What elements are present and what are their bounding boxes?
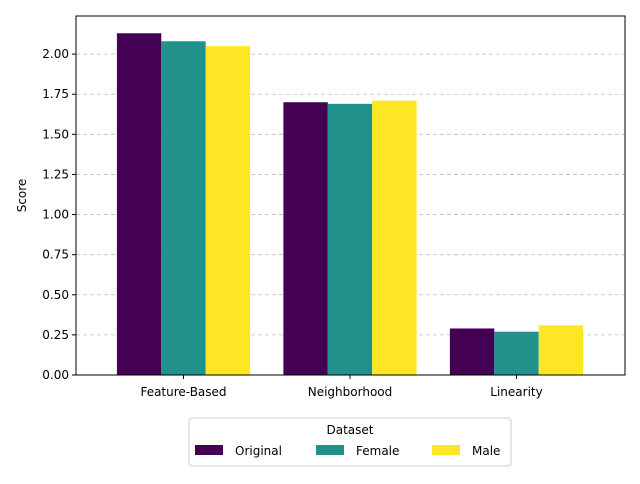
bar-original-0 — [116, 33, 162, 375]
bar-original-2 — [449, 328, 495, 375]
x-tick-label: Neighborhood — [308, 385, 393, 399]
bar-male-2 — [538, 325, 584, 375]
legend-swatch-original — [195, 445, 223, 455]
bars — [116, 33, 584, 376]
y-axis: 0.00 0.25 0.50 0.75 1.00 1.25 1.50 1.75 2.00 — [42, 47, 76, 382]
x-axis: Feature-Based Neighborhood Linearity — [140, 375, 543, 399]
bar-original-1 — [283, 102, 328, 375]
legend-box — [188, 417, 512, 467]
bar-female-2 — [494, 331, 539, 375]
y-tick-label: 0.25 — [42, 328, 69, 342]
y-axis-label: Score — [15, 179, 29, 213]
y-tick-label: 0.50 — [42, 288, 69, 302]
legend-label-original: Original — [235, 444, 282, 458]
y-tick-label: 0.00 — [42, 368, 69, 382]
bar-male-1 — [372, 100, 417, 376]
legend-label-male: Male — [472, 444, 500, 458]
y-tick-label: 2.00 — [42, 47, 69, 61]
x-tick-label: Linearity — [490, 385, 542, 399]
y-tick-label: 0.75 — [42, 248, 69, 262]
y-tick-label: 1.25 — [42, 167, 69, 181]
y-tick-label: 1.00 — [42, 208, 69, 222]
y-tick-label: 1.75 — [42, 87, 69, 101]
bar-female-1 — [327, 103, 373, 375]
x-tick-label: Feature-Based — [140, 385, 226, 399]
bar-male-0 — [205, 46, 251, 375]
legend-label-female: Female — [356, 444, 399, 458]
bar-female-0 — [161, 41, 206, 376]
legend-swatch-female — [316, 445, 344, 455]
y-tick-label: 1.50 — [42, 127, 69, 141]
legend-swatch-male — [432, 445, 460, 455]
legend-items: Original Female Male — [195, 444, 500, 458]
legend-title: Dataset — [327, 423, 374, 437]
legend: Dataset Original Female Male — [188, 417, 512, 467]
